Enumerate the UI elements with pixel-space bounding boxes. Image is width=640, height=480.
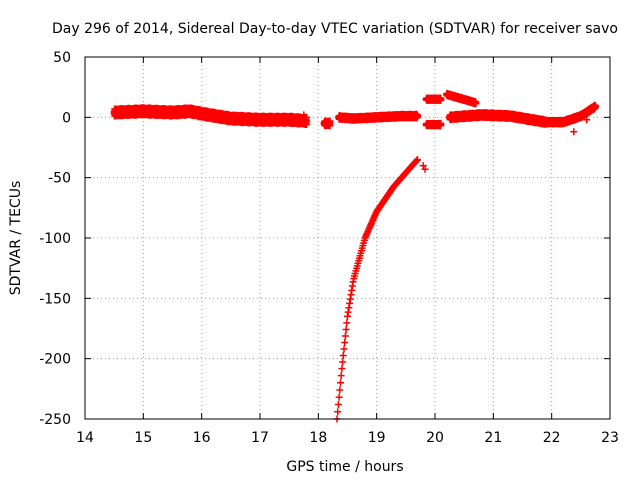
chart-title: Day 296 of 2014, Sidereal Day-to-day VTE… (52, 21, 618, 37)
x-tick-label: 21 (484, 430, 502, 446)
data-point (343, 319, 351, 327)
x-tick-label: 16 (193, 430, 211, 446)
y-tick-label: -200 (39, 352, 71, 368)
data-point (414, 156, 421, 164)
y-tick-label: 50 (53, 50, 71, 66)
data-point (570, 128, 578, 136)
data-point (334, 401, 342, 408)
data-point (303, 121, 311, 128)
data-point (342, 326, 350, 333)
x-tick-label: 17 (251, 430, 269, 446)
data-point (334, 408, 342, 416)
data-point (583, 116, 591, 124)
data-point (338, 365, 346, 373)
x-tick-label: 23 (601, 430, 619, 446)
data-point (340, 345, 348, 353)
data-point (414, 113, 421, 121)
data-point (335, 393, 343, 401)
y-tick-label: -50 (48, 171, 71, 187)
data-point (336, 386, 344, 394)
x-tick-label: 15 (134, 430, 152, 446)
data-points (110, 89, 599, 423)
data-point (339, 358, 347, 366)
data-point (437, 96, 445, 104)
data-point (341, 339, 349, 346)
x-tick-label: 19 (368, 430, 386, 446)
axis-ticks: 14 15 16 17 18 19 20 21 22 23 -250 -200 -150 -100 -50 0… (39, 50, 619, 446)
data-point (300, 111, 308, 119)
data-point (419, 162, 427, 170)
data-point (591, 103, 599, 111)
data-point (421, 165, 429, 173)
data-point (472, 100, 480, 107)
data-point (339, 352, 347, 359)
x-tick-label: 20 (426, 430, 444, 446)
data-point (437, 122, 445, 130)
x-tick-label: 14 (76, 430, 94, 446)
y-tick-label: -250 (39, 412, 71, 428)
x-tick-label: 22 (543, 430, 561, 446)
y-tick-label: -100 (39, 231, 71, 247)
y-axis-label: SDTVAR / TECUs (8, 181, 24, 296)
y-tick-label: -150 (39, 291, 71, 307)
data-point (113, 109, 121, 116)
data-point (337, 372, 345, 380)
x-axis-label: GPS time / hours (286, 459, 403, 475)
y-tick-label: 0 (62, 110, 71, 126)
x-tick-label: 18 (309, 430, 327, 446)
data-point (341, 332, 349, 340)
data-point (326, 122, 334, 130)
data-point (337, 379, 344, 387)
